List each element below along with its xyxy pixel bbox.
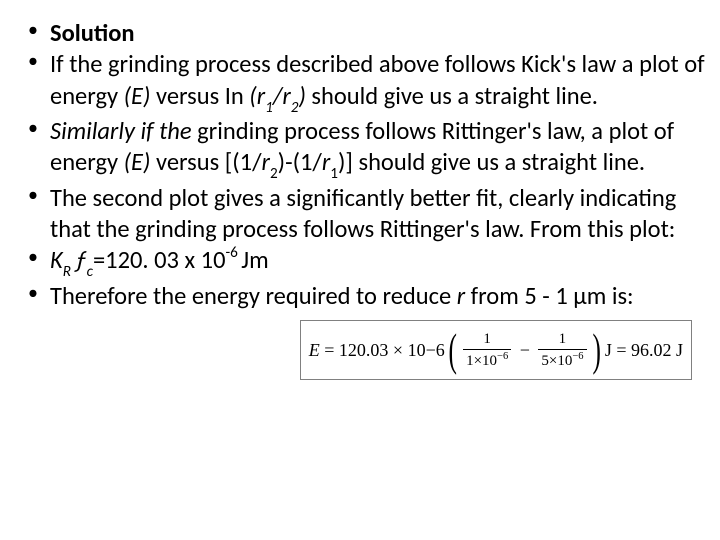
var-r2: r bbox=[262, 147, 270, 177]
right-paren-icon: ) bbox=[592, 327, 600, 373]
energy-equation: E = 120.03 × 10−6 ( 1 1×10−6 − 1 5×10−6 … bbox=[300, 320, 692, 380]
eq-unit: J bbox=[605, 340, 612, 361]
sub-c: c bbox=[87, 263, 93, 281]
sub-r: R bbox=[63, 263, 75, 281]
eq-lhs: E bbox=[309, 340, 320, 361]
eq-text: =120. 03 x 10 bbox=[93, 245, 226, 275]
bullet-kr-value: KR ƒc=120. 03 x 10-6 Jm bbox=[22, 245, 710, 280]
close-paren: ) bbox=[298, 81, 305, 111]
den-exp: −6 bbox=[497, 351, 508, 362]
sub-2: 2 bbox=[270, 165, 278, 183]
bullet-rittingers-law: Similarly if the grinding process follow… bbox=[22, 116, 710, 183]
bullet-solution: Solution bbox=[22, 18, 710, 49]
sub-1: 1 bbox=[265, 99, 273, 117]
den-base: 1×10 bbox=[466, 353, 497, 369]
sub-2: 2 bbox=[291, 99, 299, 117]
unit-jm: Jm bbox=[241, 245, 268, 275]
minus-sign: − bbox=[520, 340, 530, 361]
bullet-list: Solution If the grinding process describ… bbox=[22, 18, 710, 312]
text: Therefore the energy required to reduce bbox=[50, 281, 457, 311]
sup-neg6: -6 bbox=[226, 244, 242, 262]
den-base: 5×10 bbox=[541, 353, 572, 369]
text: versus [(1/ bbox=[150, 147, 261, 177]
eq-ten: 10−6 bbox=[408, 340, 445, 361]
bullet-therefore: Therefore the energy required to reduce … bbox=[22, 281, 710, 312]
text: The second plot gives a significantly be… bbox=[50, 183, 676, 244]
var-r: r bbox=[457, 281, 465, 311]
sub-1: 1 bbox=[330, 165, 338, 183]
equation-container: E = 120.03 × 10−6 ( 1 1×10−6 − 1 5×10−6 … bbox=[22, 312, 710, 380]
eq-equals: = bbox=[324, 340, 334, 361]
eq-result: = 96.02 J bbox=[616, 340, 683, 361]
den-exp: −6 bbox=[572, 351, 583, 362]
fraction-2: 1 5×10−6 bbox=[538, 331, 586, 369]
eq-times: × bbox=[393, 340, 403, 361]
frac1-num: 1 bbox=[463, 331, 511, 350]
var-e: (E) bbox=[124, 81, 151, 111]
bullet-kicks-law: If the grinding process described above … bbox=[22, 49, 710, 116]
eq-coef: 120.03 bbox=[339, 340, 389, 361]
frac1-den: 1×10−6 bbox=[463, 350, 511, 370]
text: from 5 - 1 μm is: bbox=[465, 281, 634, 311]
text-italic: Similarly if the bbox=[50, 116, 197, 146]
text: versus In bbox=[150, 81, 249, 111]
var-r-open: (r bbox=[249, 81, 265, 111]
var-r-slash: /r bbox=[273, 81, 291, 111]
text: )] should give us a straight line. bbox=[338, 147, 645, 177]
text: should give us a straight line. bbox=[306, 81, 598, 111]
var-k: K bbox=[50, 245, 63, 275]
var-f: ƒ bbox=[74, 245, 86, 275]
frac2-den: 5×10−6 bbox=[538, 350, 586, 370]
text: )-(1/ bbox=[278, 147, 322, 177]
ten: 10 bbox=[408, 340, 426, 360]
solution-heading: Solution bbox=[50, 18, 135, 48]
left-paren-icon: ( bbox=[449, 327, 457, 373]
var-e: (E) bbox=[124, 147, 151, 177]
frac2-num: 1 bbox=[538, 331, 586, 350]
bullet-second-plot: The second plot gives a significantly be… bbox=[22, 183, 710, 246]
exp-neg6: −6 bbox=[426, 340, 445, 360]
fraction-1: 1 1×10−6 bbox=[463, 331, 511, 369]
